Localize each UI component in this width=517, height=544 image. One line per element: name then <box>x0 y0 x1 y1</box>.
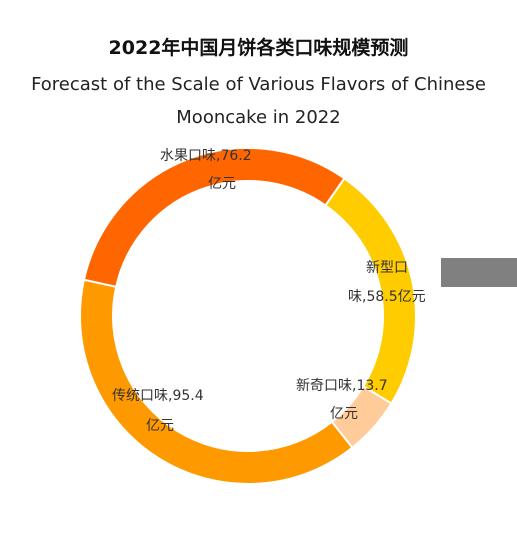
slice-label-3-line-0: 水果口味,76.2 <box>160 148 252 164</box>
legend-swatch <box>441 258 517 287</box>
chart-title: 2022年中国月饼各类口味规模预测 <box>108 37 409 59</box>
slice-label-0-line-0: 新型口 <box>366 260 408 276</box>
slice-label-2-line-1: 亿元 <box>146 418 174 434</box>
chart-subtitle: Forecast of the Scale of Various Flavors… <box>31 74 486 128</box>
slice-label-1-line-1: 亿元 <box>330 406 358 422</box>
slice-3 <box>82 147 346 289</box>
slice-label-3-line-1: 亿元 <box>208 176 236 192</box>
slice-label-0-line-1: 味,58.5亿元 <box>348 289 426 305</box>
slice-label-2-line-0: 传统口味,95.4 <box>112 388 204 404</box>
slice-label-1-line-0: 新奇口味,13.7 <box>296 377 388 394</box>
